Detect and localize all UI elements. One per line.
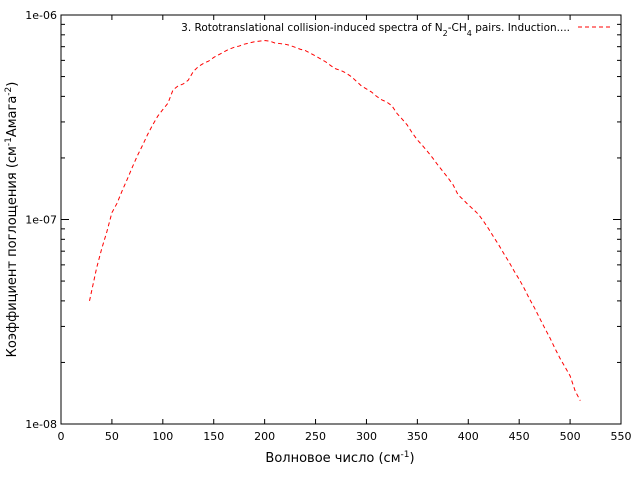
x-tick-label: 0 [58, 430, 65, 443]
y-axis-title: Коэффициент поглощения (см-1Амага-2) [4, 82, 20, 358]
y-tick-label: 1e-08 [25, 418, 57, 431]
x-tick-label: 550 [611, 430, 632, 443]
x-tick-label: 150 [203, 430, 224, 443]
x-tick-label: 200 [254, 430, 275, 443]
x-tick-label: 300 [356, 430, 377, 443]
x-tick-label: 400 [458, 430, 479, 443]
legend-label: 3. Rototranslational collision-induced s… [181, 22, 570, 38]
y-tick-label: 1e-07 [25, 214, 57, 227]
series-line [89, 40, 581, 401]
x-axis-title: Волновое число (см-1) [265, 450, 414, 466]
x-tick-label: 50 [105, 430, 119, 443]
plot-frame [60, 14, 622, 425]
x-tick-label: 100 [152, 430, 173, 443]
x-tick-label: 450 [509, 430, 530, 443]
x-tick-label: 250 [305, 430, 326, 443]
x-axis: 0 50 100 150 200 250 300 350 400 450 500 550 [58, 15, 632, 443]
x-tick-label: 350 [407, 430, 428, 443]
y-tick-label: 1e-06 [25, 9, 57, 22]
y-axis: 1e-08 1e-07 1e-06 [25, 9, 621, 431]
x-tick-label: 500 [560, 430, 581, 443]
legend: 3. Rototranslational collision-induced s… [181, 22, 612, 38]
